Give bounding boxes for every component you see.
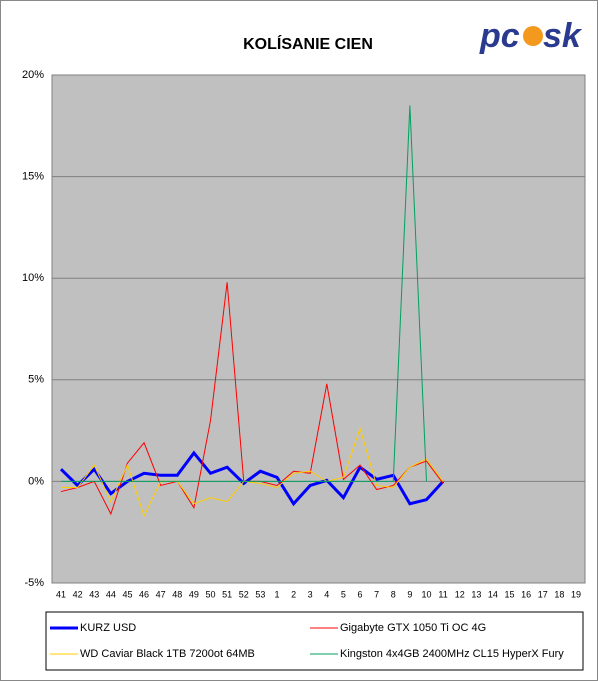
x-tick-label: 19 [571,589,581,599]
legend [45,611,584,671]
x-tick-label: 53 [255,589,265,599]
x-tick-label: 44 [106,589,116,599]
x-tick-label: 2 [291,589,296,599]
x-tick-label: 9 [407,589,412,599]
x-tick-label: 47 [156,589,166,599]
x-tick-label: 52 [239,589,249,599]
logo: pc sk [479,17,583,55]
x-tick-label: 13 [471,589,481,599]
chart-title: KOLÍSANIE CIEN [243,34,373,53]
legend-label: KURZ USD [80,622,136,634]
y-tick-label: -5% [24,577,44,589]
x-tick-label: 5 [341,589,346,599]
x-tick-label: 14 [488,589,498,599]
x-tick-label: 45 [122,589,132,599]
legend-label: Kingston 4x4GB 2400MHz CL15 HyperX Fury [340,648,564,660]
legend-label: Gigabyte GTX 1050 Ti OC 4G [340,622,486,634]
x-tick-label: 6 [358,589,363,599]
x-tick-label: 18 [554,589,564,599]
x-tick-label: 51 [222,589,232,599]
logo-right: sk [543,17,583,55]
x-tick-label: 43 [89,589,99,599]
x-tick-label: 42 [73,589,83,599]
x-tick-label: 41 [56,589,66,599]
y-tick-label: 5% [28,374,44,386]
legend-label: WD Caviar Black 1TB 7200ot 64MB [80,648,255,660]
x-tick-label: 49 [189,589,199,599]
x-tick-label: 48 [172,589,182,599]
x-tick-label: 15 [505,589,515,599]
series-line [61,426,444,518]
y-tick-label: 10% [22,272,44,284]
x-tick-label: 46 [139,589,149,599]
y-tick-label: 15% [22,171,44,183]
x-tick-label: 3 [308,589,313,599]
x-tick-label: 4 [324,589,329,599]
x-tick-label: 11 [438,589,447,599]
logo-flame [523,26,543,46]
x-tick-label: 8 [391,589,396,599]
x-tick-label: 7 [374,589,379,599]
x-tick-label: 10 [421,589,431,599]
series-line [61,105,427,482]
series-line [59,450,445,507]
x-tick-label: 50 [206,589,216,599]
x-tick-label: 17 [538,589,548,599]
x-tick-label: 1 [274,589,279,599]
y-tick-label: 20% [22,69,44,81]
x-tick-label: 12 [455,589,465,599]
x-tick-label: 16 [521,589,531,599]
logo-left: pc [479,17,520,55]
y-tick-label: 0% [28,475,44,487]
plot-area [51,74,586,584]
